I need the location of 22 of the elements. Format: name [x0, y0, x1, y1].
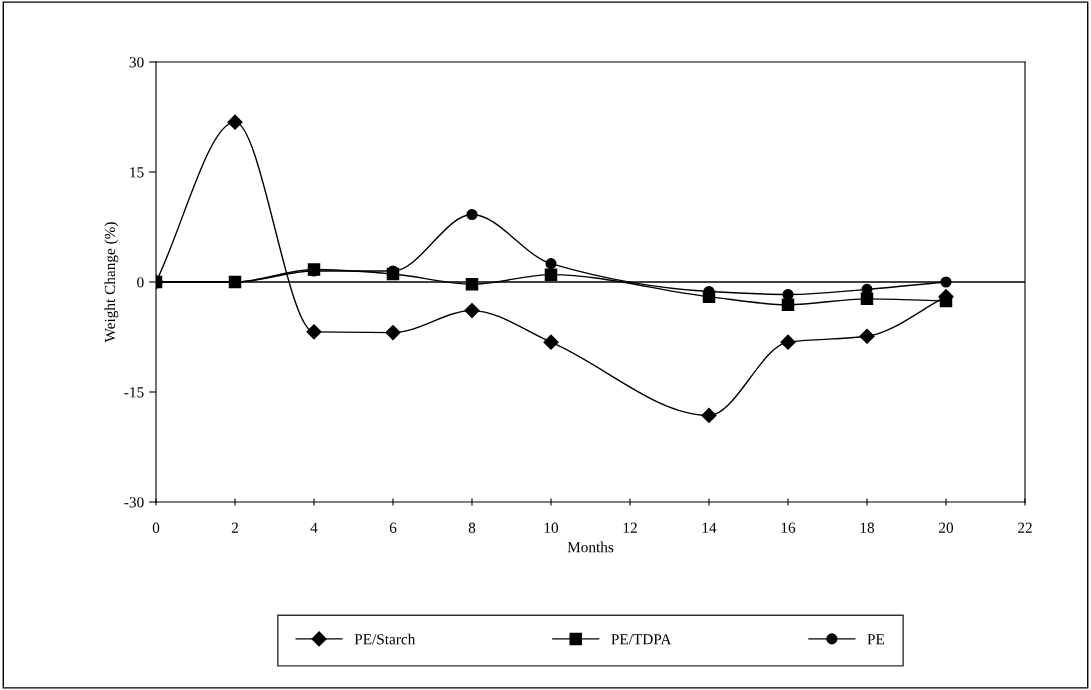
- legend-label: PE/Starch: [354, 633, 416, 645]
- legend-label: PE: [867, 634, 885, 645]
- y-tick-label: 0: [137, 277, 144, 288]
- x-tick-label: 4: [310, 522, 318, 533]
- x-tick-label: 20: [939, 522, 954, 533]
- x-tick-label: 8: [468, 522, 476, 533]
- x-tick-label: 10: [544, 522, 559, 533]
- y-tick-label: -15: [124, 387, 144, 398]
- x-tick-label: 18: [860, 522, 875, 533]
- y-tick-label: 15: [130, 167, 144, 178]
- legend-label: PE/TDPA: [611, 634, 672, 645]
- x-axis-title: Months: [567, 541, 614, 553]
- y-axis-title: Weight Change (%): [104, 222, 119, 343]
- x-tick-label: 2: [231, 522, 238, 533]
- x-tick-label: 0: [152, 522, 160, 533]
- x-tick-label: 12: [623, 522, 637, 533]
- y-tick-label: 30: [129, 57, 144, 68]
- x-tick-label: 14: [702, 522, 717, 533]
- x-tick-label: 6: [389, 522, 397, 533]
- x-tick-label: 16: [781, 522, 796, 533]
- x-tick-label: 22: [1018, 522, 1032, 533]
- y-tick-label: -30: [124, 497, 144, 508]
